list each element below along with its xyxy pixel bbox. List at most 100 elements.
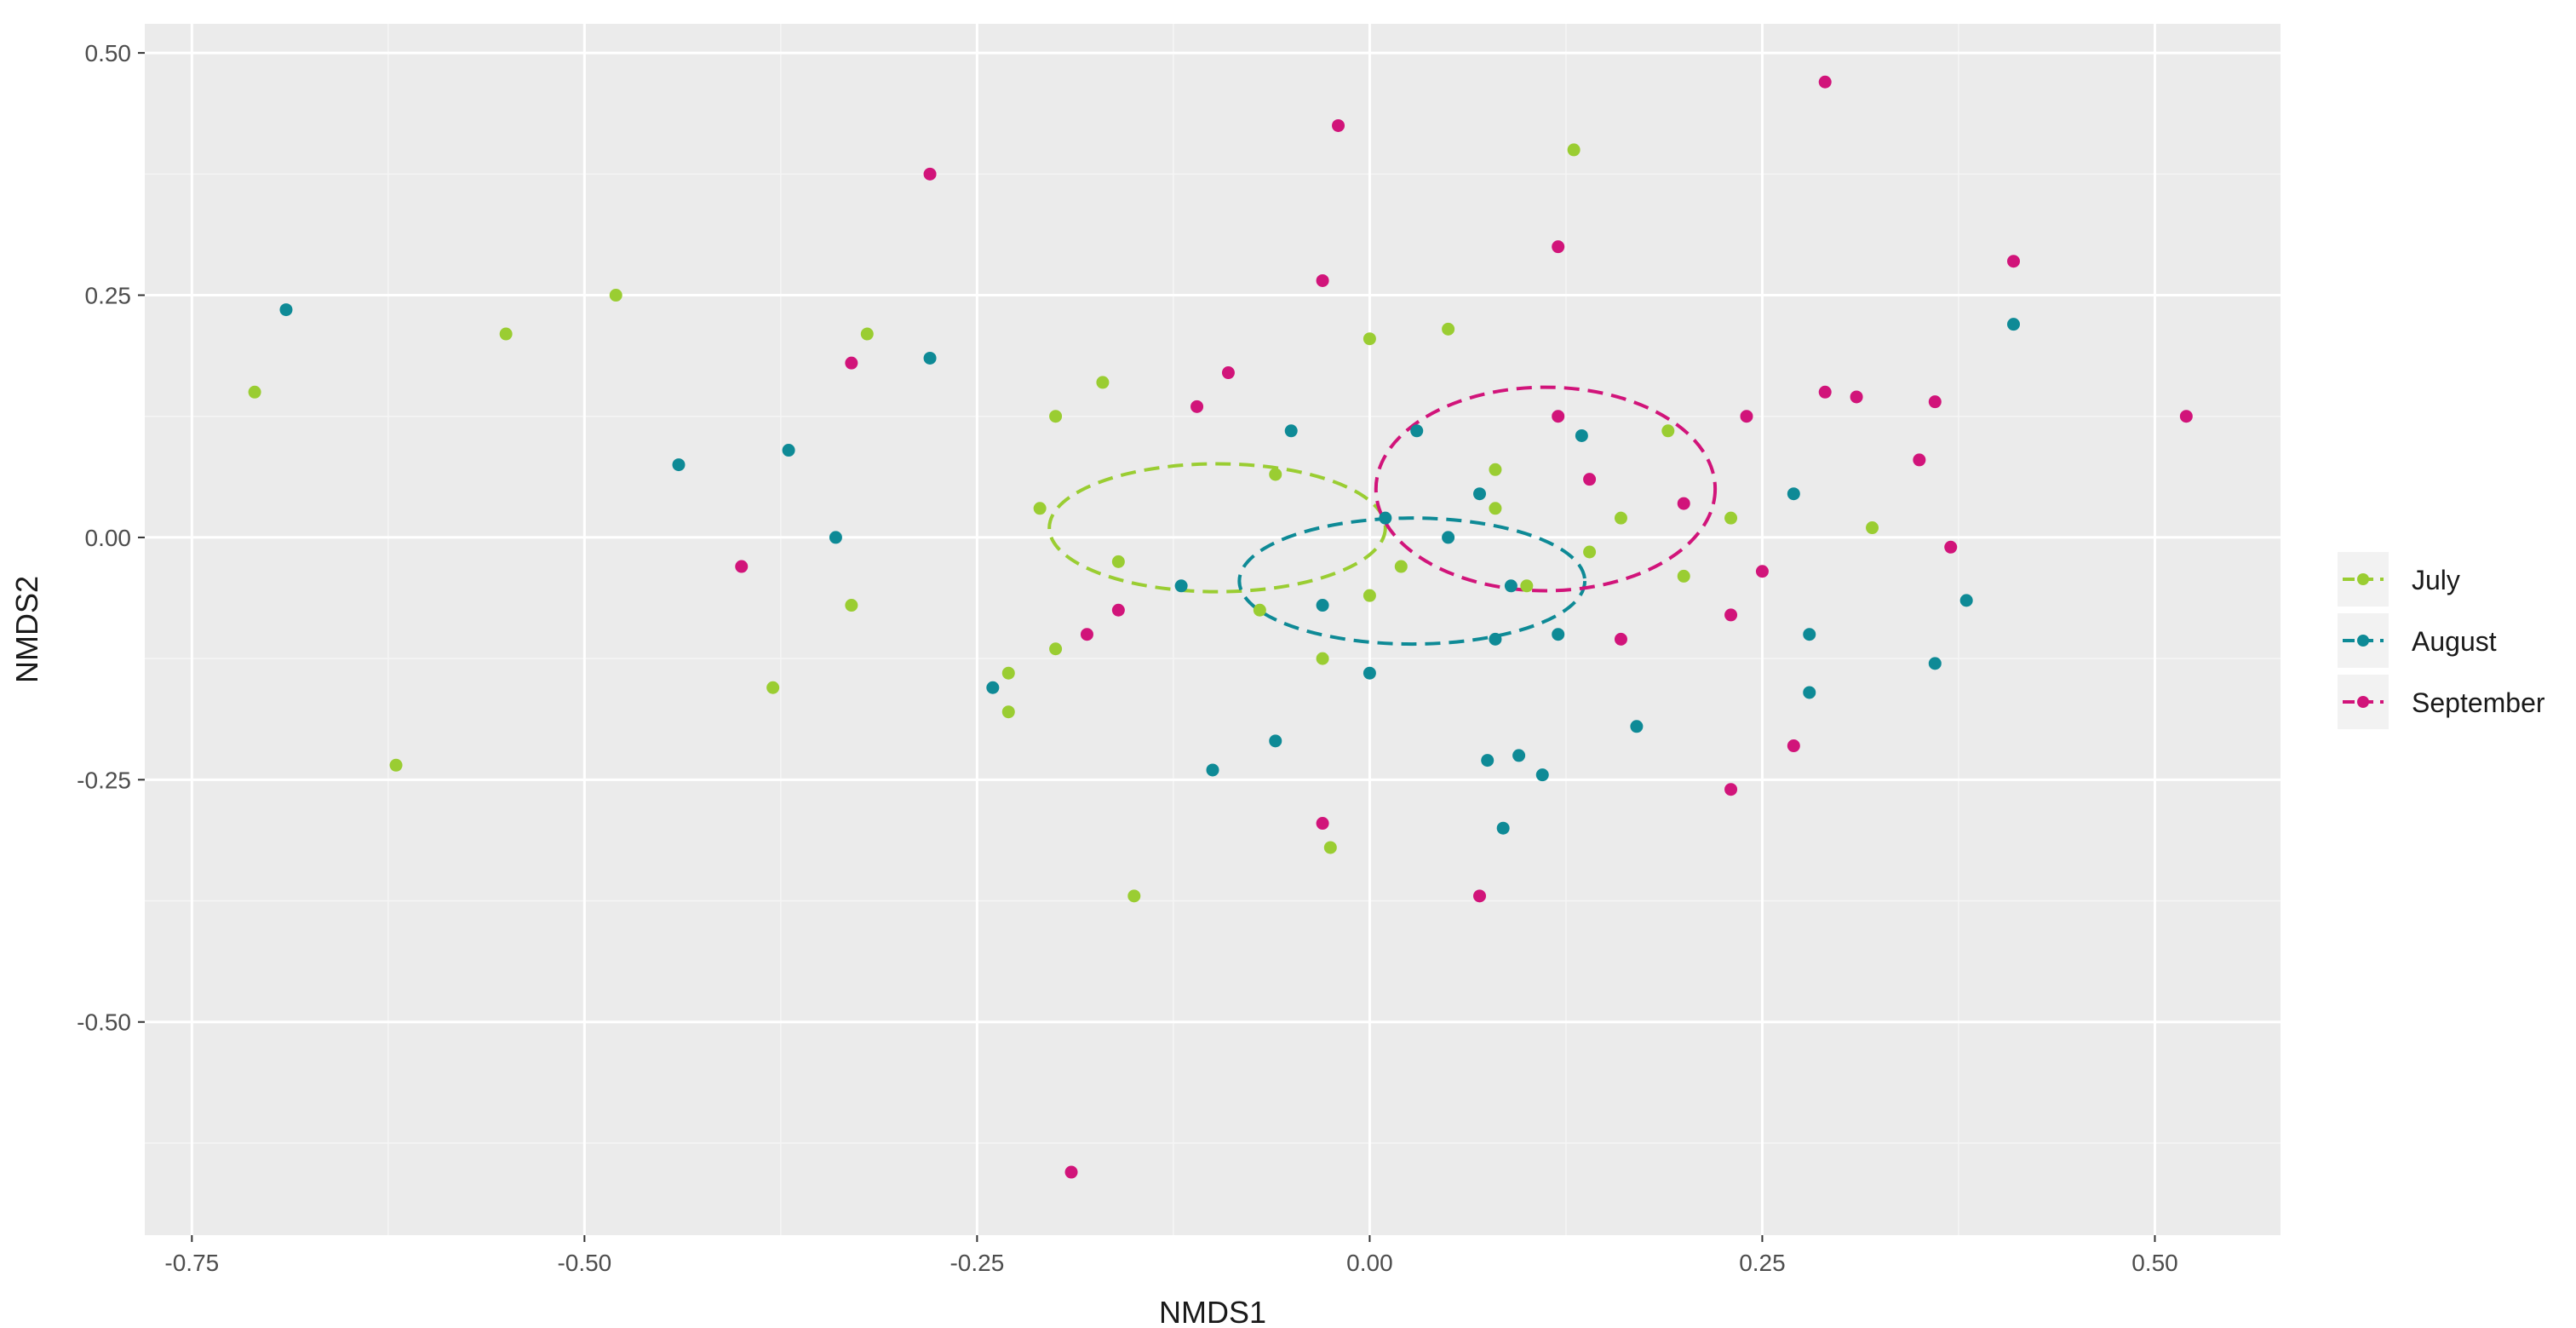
- point-july: [1866, 521, 1879, 535]
- legend-key-point-september: [2357, 696, 2369, 708]
- point-august: [1803, 628, 1816, 641]
- point-august: [1269, 734, 1282, 748]
- point-september: [1850, 390, 1863, 404]
- point-july: [1049, 410, 1063, 423]
- point-august: [1442, 531, 1455, 544]
- point-july: [1614, 511, 1627, 525]
- point-september: [1724, 783, 1738, 796]
- point-july: [1394, 560, 1408, 573]
- x-tick-label: 0.25: [1739, 1250, 1786, 1276]
- point-august: [2007, 318, 2020, 331]
- point-july: [1269, 468, 1282, 481]
- point-july: [1567, 143, 1581, 157]
- point-august: [1630, 720, 1644, 733]
- x-tick-label: -0.50: [557, 1250, 611, 1276]
- point-july: [1442, 322, 1455, 336]
- point-august: [1410, 424, 1424, 438]
- point-july: [1583, 545, 1597, 559]
- point-september: [1316, 817, 1329, 831]
- point-august: [1787, 487, 1800, 501]
- point-july: [1724, 511, 1738, 525]
- point-september: [1913, 453, 1926, 467]
- point-july: [1363, 589, 1376, 602]
- legend-item-september: September: [2338, 675, 2545, 729]
- legend-label-august: August: [2412, 626, 2497, 657]
- point-september: [923, 167, 937, 181]
- legend-item-august: August: [2338, 613, 2497, 668]
- point-september: [1332, 118, 1345, 132]
- point-september: [1755, 565, 1769, 578]
- point-july: [1323, 841, 1337, 854]
- minor-gridlines: [145, 24, 2281, 1235]
- point-september: [845, 356, 858, 370]
- point-august: [1512, 749, 1526, 762]
- point-august: [672, 458, 686, 472]
- y-tick-label: -0.25: [77, 767, 131, 793]
- x-tick-label: -0.25: [950, 1250, 1004, 1276]
- point-july: [1033, 502, 1047, 515]
- point-august: [782, 444, 795, 457]
- point-september: [1080, 628, 1093, 641]
- point-september: [1111, 603, 1125, 617]
- point-august: [1535, 768, 1549, 782]
- point-september: [1787, 739, 1800, 753]
- point-september: [1473, 889, 1486, 903]
- point-september: [1818, 75, 1832, 89]
- point-august: [1959, 594, 1973, 607]
- point-july: [1049, 642, 1063, 656]
- y-tick-labels: 0.50 0.25 0.00 -0.25 -0.50: [77, 40, 131, 1036]
- point-august: [279, 303, 293, 317]
- point-august: [986, 681, 1000, 694]
- point-september: [1724, 608, 1738, 622]
- legend-item-july: July: [2338, 552, 2460, 607]
- legend-label-september: September: [2412, 687, 2545, 718]
- x-tick-label: 0.00: [1346, 1250, 1393, 1276]
- ellipse-september: [1374, 385, 1718, 593]
- y-tick-label: 0.00: [85, 525, 132, 551]
- point-august: [1206, 763, 1219, 777]
- point-july: [248, 385, 261, 399]
- y-tick-label: 0.50: [85, 40, 132, 66]
- x-axis-title: NMDS1: [1159, 1295, 1266, 1328]
- point-july: [1489, 463, 1502, 476]
- point-august: [1552, 628, 1565, 641]
- point-july: [766, 681, 780, 694]
- point-september: [1316, 273, 1329, 287]
- point-september: [1552, 410, 1565, 423]
- point-july: [499, 327, 513, 341]
- point-september: [2179, 410, 2193, 423]
- ellipse-august: [1237, 516, 1587, 647]
- point-august: [1473, 487, 1486, 501]
- point-july: [845, 599, 858, 612]
- legend: July August September: [2338, 552, 2545, 729]
- point-august: [1803, 686, 1816, 699]
- point-july: [1520, 579, 1534, 593]
- point-september: [1944, 540, 1958, 554]
- legend-label-july: July: [2412, 565, 2460, 595]
- point-august: [1928, 657, 1942, 670]
- point-september: [2007, 255, 2020, 268]
- point-august: [1489, 632, 1502, 646]
- legend-key-point-august: [2357, 635, 2369, 647]
- major-gridlines: [145, 24, 2281, 1235]
- point-august: [1284, 424, 1298, 438]
- point-july: [1253, 603, 1266, 617]
- point-september: [1190, 400, 1204, 413]
- point-july: [1316, 652, 1329, 665]
- point-september: [1583, 473, 1597, 486]
- point-july: [1096, 376, 1110, 389]
- point-july: [1661, 424, 1675, 438]
- x-tick-label: 0.50: [2131, 1250, 2178, 1276]
- point-september: [1677, 497, 1690, 510]
- axis-ticks: [138, 52, 2156, 1242]
- point-august: [1504, 579, 1517, 593]
- y-tick-label: -0.50: [77, 1009, 131, 1036]
- point-september: [1740, 410, 1753, 423]
- y-axis-title: NMDS2: [9, 576, 44, 683]
- point-august: [1481, 754, 1495, 767]
- point-july: [1363, 332, 1376, 346]
- point-july: [1111, 555, 1125, 568]
- panel-background: [145, 24, 2281, 1235]
- point-september: [1928, 395, 1942, 409]
